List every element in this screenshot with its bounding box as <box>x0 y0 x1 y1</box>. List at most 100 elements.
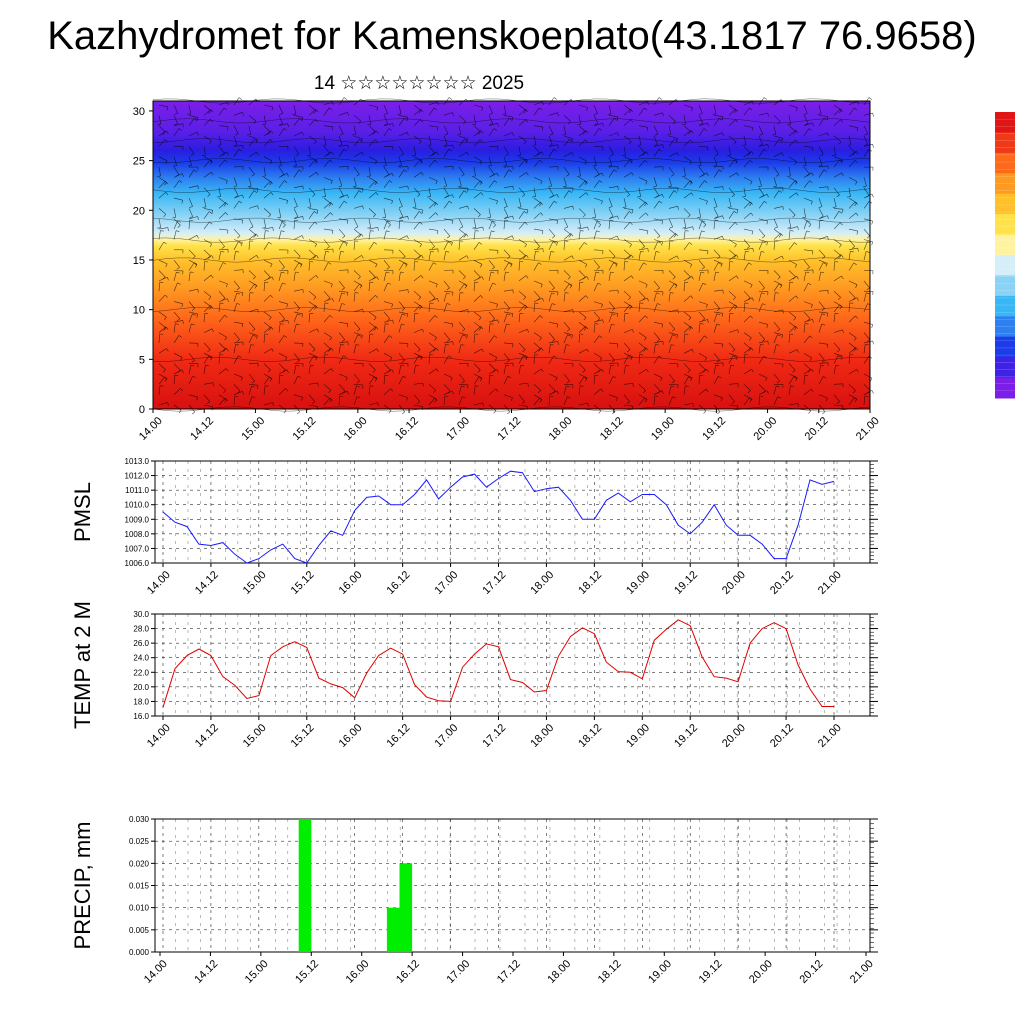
heatmap-xtick-label: 16.12 <box>393 415 421 443</box>
wind-barb <box>218 298 228 302</box>
wind-barb <box>233 391 243 395</box>
wind-barb <box>248 187 259 189</box>
wind-barb-flag <box>165 192 169 196</box>
wind-barb <box>608 208 614 217</box>
wind-barb-flag <box>236 287 240 291</box>
wind-barb <box>593 301 603 305</box>
wind-barb <box>293 259 303 265</box>
wind-barb <box>653 332 660 340</box>
wind-barb <box>683 295 691 302</box>
wind-barb-flag <box>342 235 346 239</box>
wind-barb-flag <box>367 227 371 229</box>
wind-barb <box>743 146 751 154</box>
wind-barb <box>728 304 735 313</box>
wind-barb <box>188 185 198 189</box>
wind-barb <box>728 353 738 357</box>
wind-barb <box>548 341 558 344</box>
wind-barb-flag <box>806 266 810 270</box>
wind-barb <box>848 107 855 116</box>
wind-barb-flag <box>774 226 778 229</box>
wind-barb-flag <box>164 376 168 380</box>
wind-barb-flag <box>720 397 723 402</box>
wind-barb <box>593 335 600 344</box>
wind-barb-flag <box>733 255 737 259</box>
wind-barb-flag <box>251 380 255 384</box>
wind-barb <box>503 166 514 168</box>
wind-barb-flag <box>570 233 574 237</box>
wind-barb-flag <box>389 357 393 361</box>
wind-barb-flag <box>463 234 467 238</box>
wind-barb <box>398 208 404 217</box>
wind-barb <box>473 167 476 176</box>
wind-barb <box>668 332 678 336</box>
wind-barb <box>743 248 753 251</box>
wind-barb <box>188 394 198 398</box>
wind-barb-flag <box>481 348 484 353</box>
wind-barb-flag <box>656 235 661 239</box>
wind-barb <box>398 146 404 155</box>
wind-barb-flag <box>271 106 274 111</box>
wind-barb-flag <box>302 185 304 190</box>
wind-barb <box>383 369 393 375</box>
wind-barb <box>863 135 868 145</box>
wind-barb <box>503 235 513 240</box>
wind-barb-flag <box>550 344 554 346</box>
wind-barb-flag <box>718 118 723 121</box>
wind-barb <box>833 156 843 161</box>
wind-barb-flag <box>210 305 213 309</box>
temp-ytick-label: 30.0 <box>133 610 149 619</box>
wind-barb <box>308 305 316 313</box>
wind-barb <box>533 248 543 251</box>
wind-barb-flag <box>796 107 798 112</box>
wind-barb-flag <box>667 134 671 136</box>
wind-barb <box>323 228 333 231</box>
wind-barb <box>233 341 243 344</box>
wind-barb-flag <box>508 262 512 265</box>
wind-barb-flag <box>750 181 753 185</box>
wind-barb <box>278 208 282 218</box>
contour-line <box>152 118 871 124</box>
wind-barb-flag <box>718 376 722 379</box>
wind-barb <box>653 395 655 406</box>
wind-barb <box>248 151 257 157</box>
wind-barb-flag <box>435 180 438 185</box>
wind-barb-flag <box>357 334 362 337</box>
wind-barb <box>233 239 243 243</box>
wind-barb-flag <box>671 344 675 346</box>
wind-barb <box>218 354 220 364</box>
wind-barb-flag <box>234 395 239 397</box>
wind-barb-flag <box>461 174 465 177</box>
wind-barb <box>248 396 253 406</box>
wind-barb <box>248 166 255 175</box>
wind-barb-flag <box>448 148 452 152</box>
wind-barb-flag <box>450 377 453 381</box>
wind-barb-flag <box>599 180 603 184</box>
wind-barb-flag <box>448 97 453 100</box>
wind-barb-flag <box>556 390 559 395</box>
wind-barb-flag <box>494 335 498 339</box>
wind-barb-flag <box>689 180 693 184</box>
wind-barb <box>593 115 599 124</box>
wind-barb-flag <box>314 140 317 145</box>
wind-barb <box>503 353 510 361</box>
wind-barb <box>863 177 867 187</box>
wind-barb-flag <box>837 297 841 301</box>
wind-barb-flag <box>821 308 825 311</box>
wind-barb-flag <box>388 410 392 414</box>
precip-bar <box>298 819 312 952</box>
wind-barb <box>743 368 752 375</box>
wind-barb <box>278 282 283 292</box>
wind-barb <box>458 270 466 278</box>
wind-barb <box>398 353 405 361</box>
wind-barb <box>353 151 362 157</box>
wind-barb <box>743 177 753 182</box>
colorbar-swatch <box>995 255 1015 276</box>
wind-barb-flag <box>496 200 498 205</box>
wind-barb <box>278 220 283 230</box>
wind-barb-flag <box>568 190 572 193</box>
wind-barb-flag <box>735 108 739 112</box>
wind-barb-flag <box>219 302 224 304</box>
heatmap-xtick-label: 19.00 <box>649 415 677 443</box>
wind-barb-flag <box>856 369 859 373</box>
contour-line <box>152 187 871 193</box>
